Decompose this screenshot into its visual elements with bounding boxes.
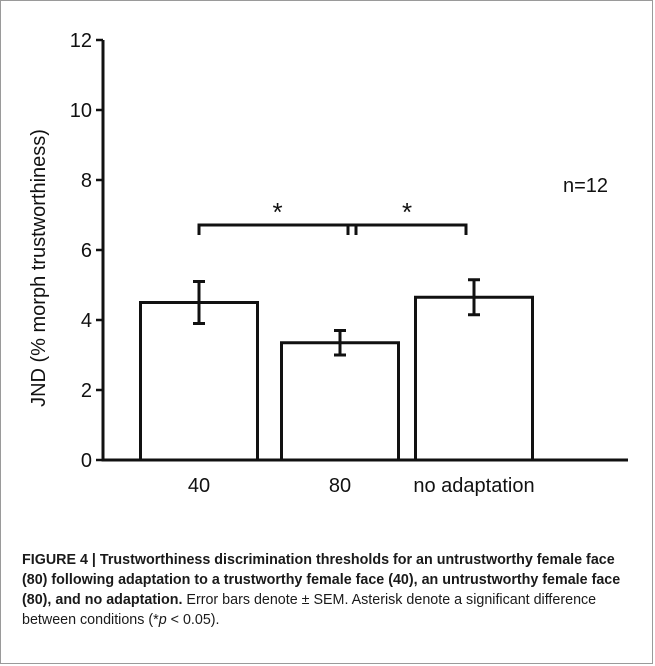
sample-size-annotation: n=12	[563, 175, 608, 197]
bar	[139, 301, 259, 462]
y-tick-label: 8	[81, 170, 92, 192]
significance-asterisk: *	[272, 197, 282, 227]
y-tick-label: 10	[70, 100, 92, 122]
y-tick-label: 0	[81, 450, 92, 472]
y-axis-label: JND (% morph trustworthiness)	[28, 129, 50, 407]
error-bars	[193, 278, 480, 357]
bars	[139, 295, 534, 462]
x-tick-label: 80	[329, 475, 351, 497]
figure-caption: FIGURE 4 | Trustworthiness discriminatio…	[22, 550, 632, 630]
significance-bracket	[346, 223, 468, 235]
y-tick-label: 6	[81, 240, 92, 262]
caption-p-symbol: p	[158, 612, 167, 628]
caption-title: Trustworthiness discrimination threshold…	[22, 552, 621, 608]
bar	[414, 295, 534, 462]
significance-brackets: * *	[197, 197, 468, 235]
x-tick-label: no adaptation	[413, 475, 534, 497]
x-tick-label: 40	[188, 475, 210, 497]
y-tick-label: 2	[81, 380, 92, 402]
caption-figure-label: FIGURE 4 |	[22, 552, 100, 568]
caption-body-start: Error bars denote ± SEM. Asterisk denote…	[22, 592, 597, 628]
bar	[280, 341, 400, 462]
caption-body-end: < 0.05).	[166, 612, 220, 628]
y-tick-label: 4	[81, 310, 92, 332]
y-tick-label: 12	[70, 30, 92, 52]
significance-bracket	[197, 223, 358, 235]
significance-asterisk: *	[402, 197, 412, 227]
